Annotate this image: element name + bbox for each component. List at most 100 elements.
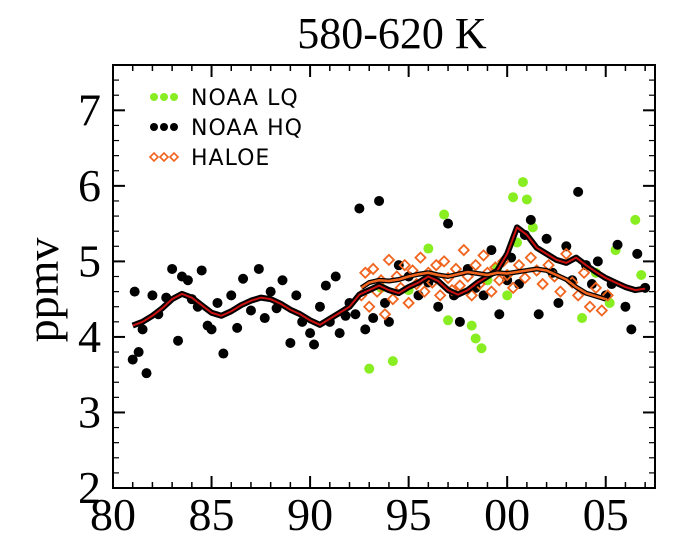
noaa-lq-point-23 [636,269,647,280]
noaa-running-mean-line [132,226,646,327]
haloe-point-49 [571,289,585,302]
noaa-hq-point-40 [350,309,361,320]
haloe-point-7 [382,253,396,267]
noaa-hq-point-20 [232,322,243,333]
noaa-hq-point-2 [133,347,144,358]
haloe-point-20 [433,289,447,302]
noaa-hq-point-46 [383,316,394,327]
noaa-hq-point-31 [305,328,316,339]
noaa-hq-point-71 [573,186,584,197]
noaa-hq-point-58 [486,245,497,256]
haloe-point-3 [366,262,380,276]
y-tick-label-2: 4 [78,311,101,362]
y-tick-label-0: 2 [78,462,101,513]
noaa-hq-point-32 [309,339,320,350]
noaa-lq-point-8 [470,333,481,344]
noaa-lq-point-18 [577,313,588,324]
noaa-hq-point-79 [626,324,637,335]
legend-marker-haloe-2 [168,151,180,163]
haloe-running-mean-line [360,267,607,301]
noaa-lq-point-22 [630,214,641,225]
noaa-hq-point-3 [137,324,148,335]
noaa-lq-point-15 [517,177,528,188]
noaa-hq-point-19 [226,290,237,301]
haloe-point-54 [601,289,614,302]
x-tick-label-4: 00 [484,489,530,540]
haloe-point-19 [429,258,443,272]
noaa-hq-point-44 [374,195,385,206]
noaa-hq-point-69 [561,241,572,252]
plot-area: 80 85 90 95 00 05 2 3 4 5 6 7 [78,64,656,540]
haloe-point-16 [418,285,431,298]
noaa-hq-point-25 [265,286,276,297]
legend-marker-haloe-1 [158,151,170,163]
legend-marker-noaa-hq-2 [170,123,178,131]
noaa-hq-point-77 [612,239,623,250]
y-tick-label-1: 3 [78,386,101,437]
noaa-hq-point-16 [206,324,217,335]
haloe-point-46 [554,285,567,298]
haloe-point-29 [469,258,482,272]
haloe-point-40 [518,271,532,285]
noaa-lq-point-6 [443,315,454,326]
noaa-hq-point-43 [368,313,379,324]
noaa-lq-point-0 [364,363,375,374]
noaa-hq-point-80 [632,248,643,259]
noaa-hq-point-34 [320,280,331,291]
noaa-hq-point-78 [620,301,631,312]
haloe-point-1 [359,266,372,279]
noaa-hq-point-23 [253,263,264,274]
haloe-point-41 [524,251,538,264]
noaa-hq-point-59 [494,309,505,320]
haloe-point-52 [589,281,603,295]
x-tick-label-5: 05 [583,489,629,540]
y-tick-label-5: 7 [78,84,101,135]
noaa-hq-point-74 [592,256,603,267]
noaa-hq-point-42 [360,324,371,335]
noaa-hq-point-73 [586,279,597,290]
noaa-hq-point-52 [443,218,454,229]
legend-marker-noaa-hq-1 [160,123,168,131]
haloe-point-50 [577,266,591,279]
haloe-point-31 [477,249,490,262]
noaa-hq-point-29 [291,290,302,301]
legend-marker-noaa-hq-0 [150,123,158,131]
haloe-point-12 [402,296,415,310]
noaa-hq-point-37 [334,328,345,339]
x-tick-label-3: 95 [386,489,432,540]
noaa-hq-point-27 [277,275,288,286]
noaa-hq-point-45 [379,297,390,308]
chart-title: 580-620 K [297,9,487,58]
legend-label-noaa-hq: NOAA HQ [191,116,303,141]
y-axis-label: ppmv [17,238,68,343]
x-tick-label-2: 90 [287,489,333,540]
noaa-hq-point-21 [238,273,249,284]
noaa-hq-point-36 [330,271,341,282]
noaa-lq-point-5 [439,209,450,220]
haloe-point-33 [485,285,498,298]
noaa-hq-point-4 [141,368,152,379]
noaa-lq-point-12 [502,290,513,301]
noaa-hq-point-66 [541,233,552,244]
haloe-point-21 [437,255,451,268]
x-tick-label-1: 85 [189,489,235,540]
noaa-hq-point-8 [167,263,178,274]
x-tick-label-0: 80 [90,489,136,540]
haloe-point-6 [378,307,392,321]
haloe-point-43 [536,277,549,291]
noaa-hq-point-17 [212,297,223,308]
noaa-hq-point-18 [218,348,229,359]
legend: NOAA LQ NOAA HQ HALOE [148,86,303,171]
noaa-hq-point-22 [245,305,256,316]
noaa-hq-point-14 [196,265,207,276]
noaa-hq-point-33 [314,301,325,312]
haloe-point-2 [362,300,376,313]
noaa-hq-point-0 [127,354,138,365]
legend-label-noaa-lq: NOAA LQ [191,86,299,111]
noaa-hq-point-57 [478,290,489,301]
haloe-point-28 [465,289,478,302]
legend-marker-noaa-lq-2 [170,93,178,101]
noaa-lq-point-2 [387,356,398,367]
haloe-point-15 [414,251,427,264]
noaa-hq-point-64 [525,214,536,225]
